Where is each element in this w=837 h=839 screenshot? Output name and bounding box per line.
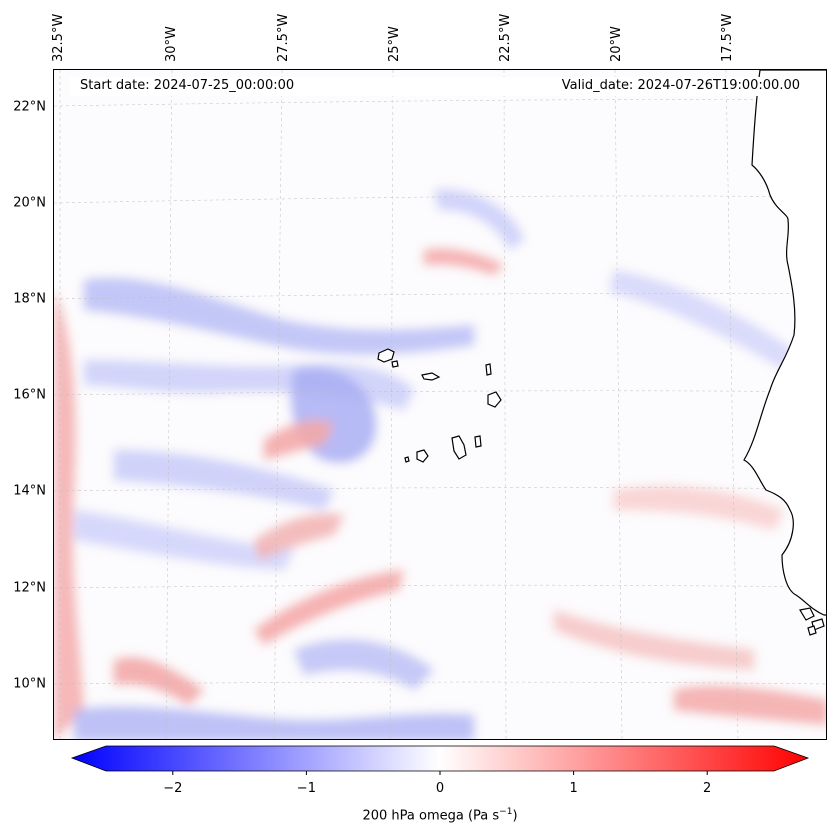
date-header-background xyxy=(70,77,812,96)
island-sao-vicente xyxy=(391,360,399,368)
lat-tick-label: 16°N xyxy=(13,387,46,403)
omega-field xyxy=(54,70,826,739)
lat-tick-label: 10°N xyxy=(13,676,46,692)
island-brava xyxy=(404,456,410,463)
omega-red-southwest xyxy=(114,657,204,705)
colorbar-label: 200 hPa omega (Pa s−1) xyxy=(362,807,518,824)
colorbar-tick-label: 0 xyxy=(435,781,445,796)
omega-blue-northcurve xyxy=(434,189,524,250)
lon-tick-label: 25°W xyxy=(387,26,402,62)
omega-red-streak-6 xyxy=(614,486,784,530)
omega-red-streak-2 xyxy=(254,513,344,560)
lon-tick-label: 22.5°W xyxy=(498,13,513,62)
lon-tick-label: 17.5°W xyxy=(720,13,735,62)
island-fogo xyxy=(416,449,429,463)
cape-verde-islands xyxy=(377,348,502,463)
omega-red-streak-3 xyxy=(254,570,404,645)
island-santo-antao xyxy=(377,348,395,363)
colorbar-tick-marks xyxy=(172,771,708,775)
lat-tick-label: 22°N xyxy=(13,99,46,115)
island-maio xyxy=(474,435,482,448)
colorbar-tick-label: −1 xyxy=(296,781,316,796)
africa-coastline xyxy=(743,70,826,616)
omega-red-streak-5 xyxy=(554,610,754,670)
lon-tick-label: 32.5°W xyxy=(51,13,66,62)
island-boa-vista xyxy=(487,391,502,408)
lat-tick-label: 20°N xyxy=(13,195,46,211)
omega-red-streak-1 xyxy=(264,420,334,460)
colorbar-ramp xyxy=(70,745,810,772)
lat-tick-label: 12°N xyxy=(13,580,46,596)
lon-tick-label: 30°W xyxy=(164,26,179,62)
colorbar-tick-label: 1 xyxy=(569,781,578,796)
omega-blue-band-4 xyxy=(74,510,294,570)
valid-date-label: Valid_date: 2024-07-26T19:00:00.00 xyxy=(561,78,800,93)
bijagos-islands xyxy=(799,607,825,636)
colorbar xyxy=(70,745,810,775)
island-sal xyxy=(485,363,492,376)
map-panel xyxy=(53,69,827,740)
omega-blue-south xyxy=(74,706,474,739)
omega-blue-southcentral xyxy=(294,639,434,690)
omega-red-southeast xyxy=(674,685,826,725)
colorbar-tick-label: −2 xyxy=(163,781,183,796)
lat-tick-label: 18°N xyxy=(13,291,46,307)
graticule xyxy=(54,70,826,739)
lat-tick-label: 14°N xyxy=(13,483,46,499)
island-santiago xyxy=(451,435,467,460)
omega-red-west-edge xyxy=(54,290,84,739)
omega-red-streak-4 xyxy=(424,248,504,275)
colorbar-tick-label: 2 xyxy=(703,781,712,796)
island-sao-nicolau xyxy=(421,372,441,381)
omega-blue-band-3 xyxy=(114,450,334,510)
lon-tick-label: 27.5°W xyxy=(276,13,291,62)
lon-tick-label: 20°W xyxy=(609,26,624,62)
start-date-label: Start date: 2024-07-25_00:00:00 xyxy=(80,78,295,93)
omega-blue-northeast xyxy=(609,270,794,370)
